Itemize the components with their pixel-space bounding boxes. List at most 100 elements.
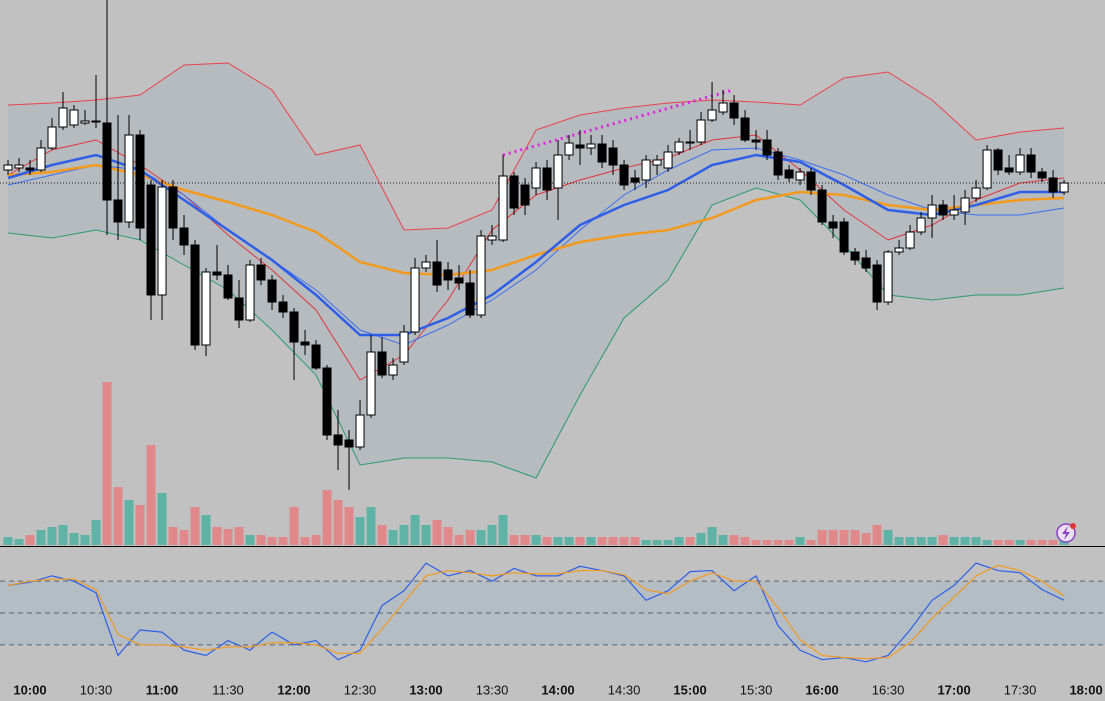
candle-body (707, 109, 717, 121)
volume-bar (146, 445, 156, 545)
candle-body (498, 175, 508, 241)
candle-body (729, 102, 739, 119)
candle-body (14, 164, 24, 169)
x-tick-label: 14:00 (541, 682, 574, 697)
volume-bar (729, 535, 739, 545)
volume-bar (69, 533, 79, 545)
candle-body (311, 344, 321, 369)
candle-body (289, 311, 299, 343)
volume-bar (685, 537, 695, 545)
candle-body (1048, 177, 1058, 193)
volume-bar (124, 500, 134, 545)
candle-body (652, 159, 662, 166)
volume-bar (1015, 540, 1025, 545)
volume-bar (531, 535, 541, 545)
volume-bar (91, 520, 101, 545)
stoch-line (7, 562, 1065, 663)
volume-bar (817, 530, 827, 545)
candle-body (366, 351, 376, 416)
volume-bar (619, 537, 629, 545)
overlay-line (7, 147, 1065, 346)
volume-bar (300, 537, 310, 545)
candle-body (641, 159, 651, 181)
candle-body (36, 147, 46, 171)
candle-body (256, 264, 266, 281)
candle-body (894, 247, 904, 253)
volume-bar (465, 530, 475, 545)
volume-bar (245, 535, 255, 545)
candle-body (157, 186, 167, 296)
candle-body (564, 142, 574, 156)
volume-bar (608, 537, 618, 545)
volume-bar (102, 382, 112, 545)
x-tick-label: 12:30 (344, 682, 377, 697)
candle-body (377, 351, 387, 376)
volume-bar (971, 537, 981, 545)
candle-body (1037, 171, 1047, 179)
candle-body (553, 154, 563, 189)
volume-bar (509, 535, 519, 545)
candle-body (267, 279, 277, 303)
volume-bar (443, 527, 453, 545)
candle-body (212, 271, 222, 276)
candle-body (982, 149, 992, 189)
volume-bar (432, 520, 442, 545)
candle-body (916, 217, 926, 233)
volume-bar (113, 487, 123, 545)
x-tick-label: 16:30 (872, 682, 905, 697)
candle-body (190, 244, 200, 346)
volume-bar (740, 537, 750, 545)
candle-body (355, 414, 365, 448)
upper-band (7, 62, 1065, 231)
candle-body (58, 107, 68, 128)
volume-bar (894, 537, 904, 545)
volume-bar (234, 527, 244, 545)
candle-body (1026, 154, 1036, 173)
volume-bar (905, 537, 915, 545)
volume-bar (839, 530, 849, 545)
volume-bar (135, 505, 145, 545)
x-tick-label: 10:00 (13, 682, 46, 697)
volume-bar (773, 540, 783, 545)
candle-body (3, 164, 13, 171)
candle-body (773, 151, 783, 176)
candle-body (487, 235, 497, 241)
volume-bar (707, 527, 717, 545)
candle-body (223, 274, 233, 299)
candle-body (245, 264, 255, 321)
volume-bar (597, 537, 607, 545)
volume-bar (674, 537, 684, 545)
candle-body (113, 199, 123, 223)
volume-bar (586, 537, 596, 545)
candle-body (443, 269, 453, 281)
x-tick-label: 13:30 (476, 682, 509, 697)
candle-body (839, 221, 849, 253)
volume-bar (751, 540, 761, 545)
candle-body (509, 175, 519, 209)
candle-body (432, 261, 442, 286)
candle-body (795, 171, 805, 181)
candle-body (80, 120, 90, 124)
candle-body (949, 209, 959, 216)
candle-body (69, 109, 79, 126)
x-tick-label: 15:30 (740, 682, 773, 697)
volume-bar (179, 530, 189, 545)
x-tick-label: 18:00 (1069, 682, 1102, 697)
volume-bar (553, 537, 563, 545)
volume-bar (1048, 540, 1058, 545)
candle-body (817, 189, 827, 223)
candle-body (25, 167, 35, 171)
volume-bar (806, 540, 816, 545)
candle-body (685, 141, 695, 144)
x-tick-label: 17:30 (1004, 682, 1037, 697)
x-tick-label: 11:30 (212, 682, 244, 697)
volume-bar (498, 515, 508, 545)
volume-bar (289, 507, 299, 545)
candle-body (410, 267, 420, 333)
candle-body (575, 144, 585, 149)
volume-bar (927, 537, 937, 545)
volume-bar (168, 527, 178, 545)
volume-bar (575, 537, 585, 545)
candle-body (91, 120, 101, 123)
